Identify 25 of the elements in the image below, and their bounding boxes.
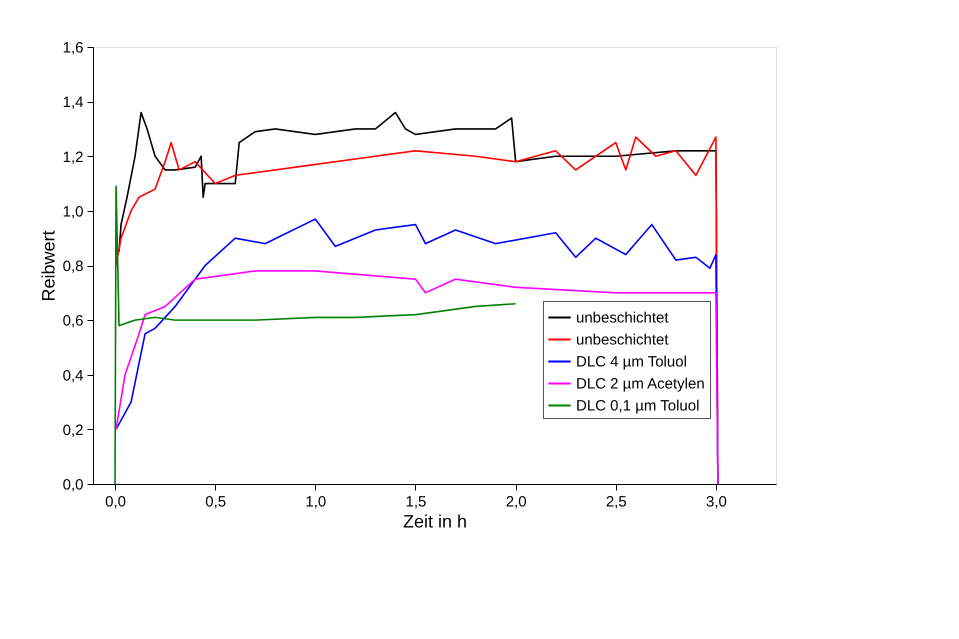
y-tick-label: 1,6 — [62, 40, 84, 56]
x-tick-label: 0,0 — [105, 494, 126, 510]
legend-label: unbeschichtet — [576, 332, 670, 348]
y-tick-label: 0,6 — [62, 312, 84, 330]
x-axis-title: Zeit in h — [402, 512, 468, 532]
legend-label: DLC 2 µm Acetylen — [576, 376, 705, 392]
y-tick-label: 1,0 — [62, 203, 84, 220]
y-tick-label: 1,2 — [62, 148, 84, 166]
legend-label: DLC 0,1 µm Toluol — [576, 398, 700, 414]
line-series — [114, 185, 516, 484]
y-tick-label: 0,8 — [62, 258, 84, 275]
x-tick-label: 1,5 — [406, 494, 426, 510]
x-tick-label: 2,0 — [506, 494, 527, 510]
legend-label: unbeschichtet — [576, 310, 670, 326]
y-tick-label: 1,4 — [62, 94, 84, 112]
y-tick-label: 0,4 — [62, 367, 84, 384]
y-axis-title: Reibwert — [38, 230, 59, 302]
x-tick-label: 3,0 — [706, 494, 727, 510]
line-series — [115, 270, 719, 484]
x-tick-label: 0,5 — [205, 494, 226, 510]
x-tick-label: 2,5 — [606, 494, 627, 510]
y-tick-label: 0,0 — [62, 476, 84, 494]
x-tick-label: 1,0 — [305, 494, 326, 510]
y-tick-label: 0,2 — [62, 422, 84, 439]
legend-label: DLC 4 µm Toluol — [576, 354, 687, 370]
